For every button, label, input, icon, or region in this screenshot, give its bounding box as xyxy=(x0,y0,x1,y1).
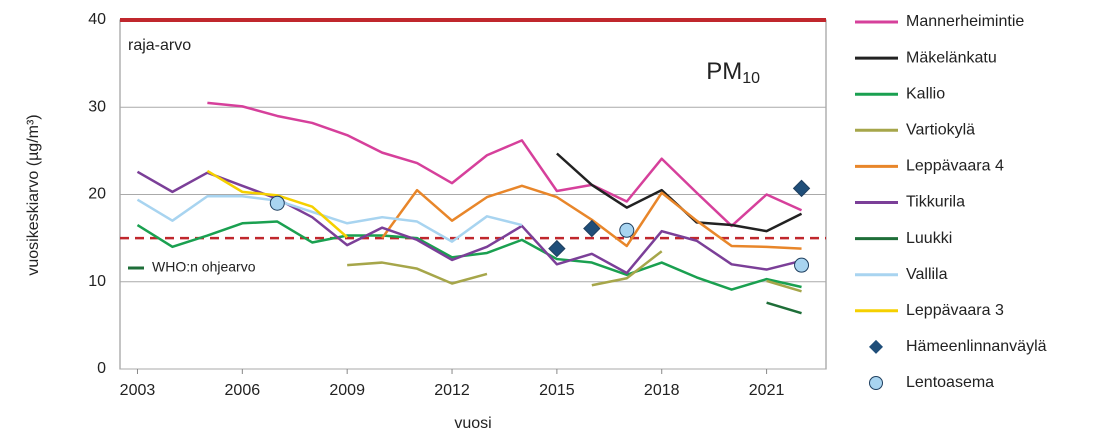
legend-label: Mannerheimintie xyxy=(906,13,1024,30)
x-tick-label: 2015 xyxy=(539,382,575,399)
legend-item: Tikkurila xyxy=(855,194,965,211)
diamond-point xyxy=(583,219,601,238)
legend-item: Leppävaara 3 xyxy=(855,302,1004,319)
circle-point xyxy=(619,222,635,238)
legend-item: Vartiokylä xyxy=(855,122,975,139)
legend-label: Kallio xyxy=(906,85,945,102)
y-axis-label: vuosikeskiarvo (µg/m³) xyxy=(25,114,42,275)
series-line xyxy=(766,301,802,315)
circle-point xyxy=(269,195,285,211)
legend-label: Tikkurila xyxy=(906,194,965,211)
x-axis-label: vuosi xyxy=(454,415,491,432)
series-line xyxy=(556,152,803,233)
legend-label: Mäkelänkatu xyxy=(906,49,997,66)
legend-item: Vallila xyxy=(855,266,948,283)
diamond-point xyxy=(548,239,566,258)
series-line xyxy=(206,169,349,239)
legend-swatch xyxy=(869,376,883,390)
legend-label: Lentoasema xyxy=(906,374,994,391)
legend-label: Vartiokylä xyxy=(906,122,975,139)
legend-item: Kallio xyxy=(855,85,945,102)
y-tick-label: 0 xyxy=(97,360,106,377)
legend-swatch xyxy=(869,339,883,354)
legend-item: Mäkelänkatu xyxy=(855,49,997,66)
title: PM10 xyxy=(706,58,760,87)
y-tick-label: 30 xyxy=(88,98,106,115)
x-tick-label: 2021 xyxy=(749,382,785,399)
legend-item: Mannerheimintie xyxy=(855,13,1024,30)
guide-label: WHO:n ohjearvo xyxy=(152,259,256,275)
legend-label: Luukki xyxy=(906,230,952,247)
y-tick-label: 40 xyxy=(88,11,106,28)
series-line xyxy=(136,170,802,275)
legend-label: Vallila xyxy=(906,266,948,283)
series-line xyxy=(136,220,802,291)
legend-label: Leppävaara 3 xyxy=(906,302,1004,319)
y-tick-label: 20 xyxy=(88,186,106,203)
series-line xyxy=(347,250,802,293)
legend-item: Lentoasema xyxy=(869,374,994,391)
diamond-point xyxy=(792,179,811,198)
series-line xyxy=(136,194,523,243)
y-tick-label: 10 xyxy=(88,273,106,290)
legend-item: Hämeenlinnanväylä xyxy=(869,338,1047,355)
x-tick-label: 2009 xyxy=(329,382,365,399)
x-tick-label: 2012 xyxy=(434,382,470,399)
legend-item: Luukki xyxy=(855,230,952,247)
x-tick-label: 2006 xyxy=(225,382,261,399)
series-line xyxy=(207,101,803,228)
limit-label: raja-arvo xyxy=(128,37,191,54)
legend-item: Leppävaara 4 xyxy=(855,158,1004,175)
x-tick-label: 2003 xyxy=(120,382,156,399)
title-subscript: 10 xyxy=(742,70,760,87)
series-line xyxy=(381,184,802,250)
legend-label: Hämeenlinnanväylä xyxy=(906,338,1047,355)
legend-label: Leppävaara 4 xyxy=(906,158,1004,175)
circle-point xyxy=(794,257,810,273)
x-tick-label: 2018 xyxy=(644,382,680,399)
title-main: PM xyxy=(706,58,742,85)
